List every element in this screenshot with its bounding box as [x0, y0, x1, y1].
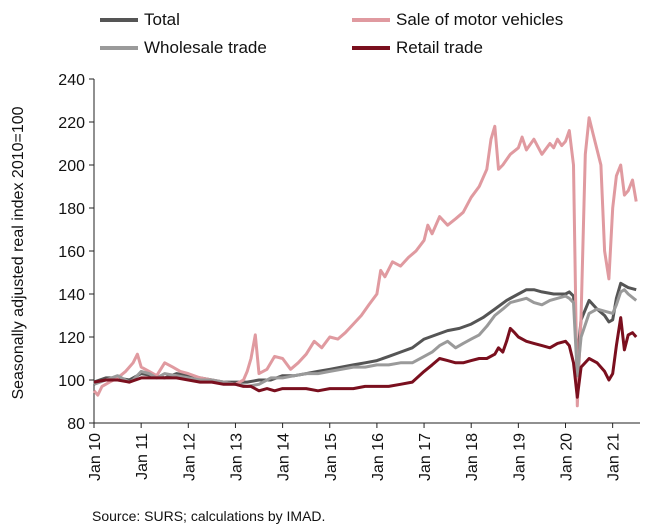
legend-label-wholesale-trade: Wholesale trade [144, 38, 267, 57]
x-tick-label: Jan 12 [181, 433, 198, 481]
x-tick-label: Jan 11 [134, 433, 151, 480]
series-line-retail-trade [93, 316, 638, 399]
x-tick-label: Jan 15 [323, 433, 340, 481]
series-line-wholesale-trade [93, 288, 638, 388]
source-note: Source: SURS; calculations by IMAD. [92, 508, 326, 524]
x-tick-label: Jan 20 [559, 433, 576, 481]
x-tick-label: Jan 21 [606, 433, 623, 481]
legend-label-sale-of-motor-vehicles: Sale of motor vehicles [396, 10, 564, 29]
legend-swatch-total [100, 18, 138, 22]
x-tick-label: Jan 10 [87, 433, 104, 481]
x-tick-label: Jan 16 [370, 433, 387, 481]
x-tick-label: Jan 18 [464, 433, 481, 481]
y-tick-label: 200 [58, 158, 85, 175]
y-tick-label: 180 [58, 201, 85, 218]
x-tick-label: Jan 14 [276, 433, 293, 481]
legend-swatch-retail-trade [352, 46, 390, 50]
legend-label-total: Total [144, 10, 180, 29]
x-tick-label: Jan 19 [511, 433, 528, 481]
axes [89, 78, 640, 428]
legend-item-wholesale-trade: Wholesale trade [100, 38, 267, 58]
legend-label-retail-trade: Retail trade [396, 38, 483, 57]
y-tick-label: 100 [58, 373, 85, 390]
y-tick-label: 160 [58, 244, 85, 261]
x-tick-label: Jan 13 [228, 433, 245, 481]
y-tick-label: 220 [58, 115, 85, 132]
y-tick-label: 240 [58, 72, 85, 89]
y-axis-label: Seasonally adjusted real index 2010=100 [10, 106, 27, 399]
y-tick-label: 120 [58, 330, 85, 347]
x-tick-label: Jan 17 [417, 433, 434, 481]
legend-item-total: Total [100, 10, 180, 30]
line-chart: 80 100 120 140 160 180 200 220 240 Jan 10 Jan 11 Ja… [10, 72, 640, 481]
legend-swatch-wholesale-trade [100, 46, 138, 50]
legend-item-retail-trade: Retail trade [352, 38, 483, 58]
legend-swatch-sale-of-motor-vehicles [352, 18, 390, 22]
y-tick-label: 80 [67, 416, 85, 433]
tick-labels: 80 100 120 140 160 180 200 220 240 Jan 10 Jan 11 Ja… [58, 72, 622, 481]
y-tick-label: 140 [58, 287, 85, 304]
legend-item-sale-of-motor-vehicles: Sale of motor vehicles [352, 10, 563, 30]
series-lines [92, 116, 638, 408]
